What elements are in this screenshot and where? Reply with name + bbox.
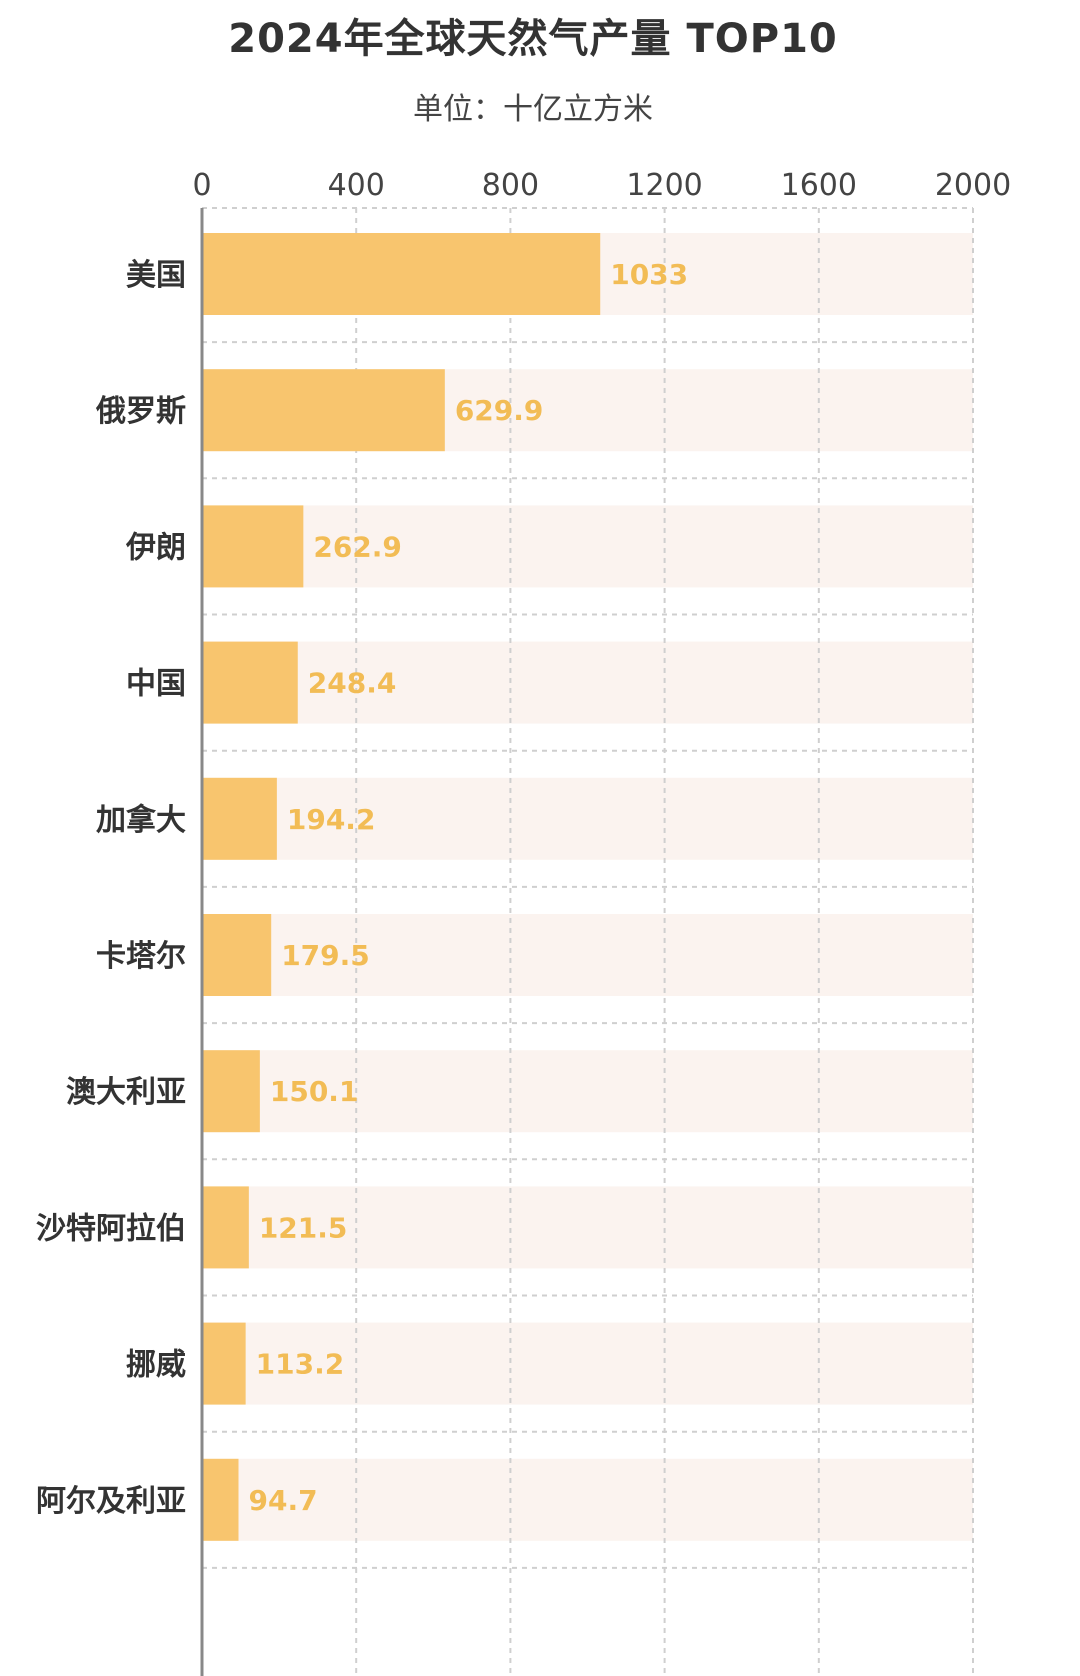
x-tick-label: 0 bbox=[192, 168, 211, 203]
data-label: 94.7 bbox=[249, 1484, 318, 1517]
data-label: 194.2 bbox=[287, 803, 376, 836]
category-label: 卡塔尔 bbox=[96, 939, 186, 974]
bar bbox=[202, 641, 298, 724]
category-label: 中国 bbox=[126, 667, 186, 702]
bar bbox=[202, 505, 304, 588]
chart-subtitle: 单位：十亿立方米 bbox=[413, 92, 653, 127]
bar bbox=[202, 777, 277, 860]
x-tick-label: 1600 bbox=[781, 168, 857, 203]
bar-track bbox=[202, 641, 973, 724]
category-label: 俄罗斯 bbox=[95, 394, 186, 429]
bar bbox=[202, 1458, 239, 1541]
bar-track bbox=[202, 1186, 973, 1269]
bar-track bbox=[202, 1322, 973, 1405]
data-label: 150.1 bbox=[270, 1075, 359, 1108]
x-tick-label: 2000 bbox=[935, 168, 1011, 203]
chart-title: 2024年全球天然气产量 TOP10 bbox=[228, 16, 838, 62]
data-label: 248.4 bbox=[308, 667, 397, 700]
category-label: 加拿大 bbox=[96, 803, 186, 838]
x-tick-label: 1200 bbox=[626, 168, 702, 203]
category-label: 澳大利亚 bbox=[66, 1075, 186, 1110]
x-tick-label: 800 bbox=[482, 168, 539, 203]
bar-track bbox=[202, 777, 973, 860]
data-label: 113.2 bbox=[256, 1348, 345, 1381]
bar-track bbox=[202, 1458, 973, 1541]
bar bbox=[202, 914, 272, 996]
bar-track bbox=[202, 505, 973, 588]
bar-track bbox=[202, 1050, 973, 1133]
bar bbox=[202, 369, 445, 452]
data-label: 262.9 bbox=[313, 530, 402, 563]
x-tick-label: 400 bbox=[328, 168, 385, 203]
category-label: 沙特阿拉伯 bbox=[36, 1211, 186, 1246]
bar bbox=[202, 233, 601, 315]
data-label: 629.9 bbox=[455, 394, 544, 427]
data-label: 121.5 bbox=[259, 1211, 348, 1244]
category-label: 阿尔及利亚 bbox=[36, 1484, 186, 1519]
category-label: 美国 bbox=[126, 258, 186, 293]
data-label: 1033 bbox=[610, 258, 688, 291]
bar bbox=[202, 1322, 246, 1405]
bar bbox=[202, 1186, 249, 1269]
bar bbox=[202, 1050, 260, 1133]
data-label: 179.5 bbox=[281, 939, 370, 972]
category-label: 伊朗 bbox=[125, 530, 186, 565]
category-label: 挪威 bbox=[126, 1348, 186, 1383]
bar-track bbox=[202, 914, 973, 996]
